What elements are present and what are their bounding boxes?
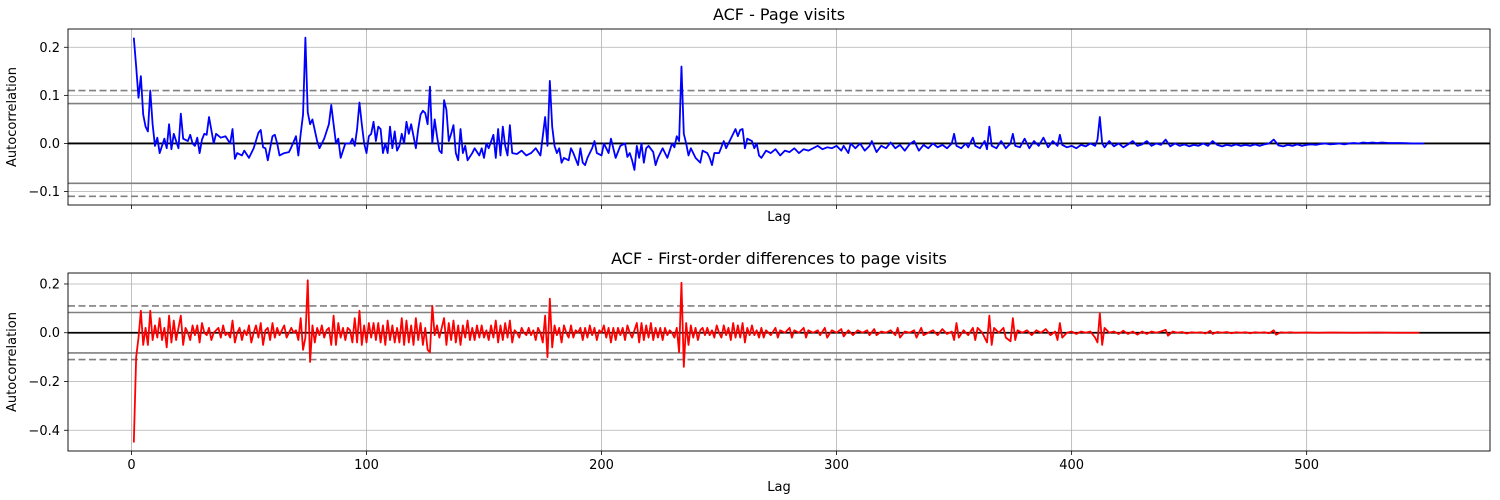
axes-frame xyxy=(67,28,1491,206)
y-tick-label: 0.2 xyxy=(39,277,60,292)
x-tick-label: 100 xyxy=(354,458,379,473)
acf-first-differences-panel: 0 100 200 300 400 500 −0.4 −0.2 0.0 0.2 ACF - Firs… xyxy=(5,249,1491,495)
acf-page-visits-panel: −0.1 0.0 0.1 0.2 ACF - Page visits Lag Autocor… xyxy=(5,5,1491,225)
x-tick-label: 200 xyxy=(589,458,614,473)
acf-series-line xyxy=(132,36,1425,171)
y-tick-label: −0.1 xyxy=(28,185,60,200)
x-axis-label: Lag xyxy=(767,210,790,225)
x-tick-label: 0 xyxy=(127,458,135,473)
y-tick-label: −0.4 xyxy=(28,424,60,439)
x-tick-label: 300 xyxy=(824,458,849,473)
x-tick-label: 400 xyxy=(1059,458,1084,473)
chart-title: ACF - First-order differences to page vi… xyxy=(611,249,947,268)
acf-series-line xyxy=(132,279,1420,443)
y-axis-label: Autocorrelation xyxy=(5,312,20,412)
y-tick-label: 0.2 xyxy=(39,41,60,56)
x-axis-label: Lag xyxy=(767,480,790,495)
y-axis-label: Autocorrelation xyxy=(5,67,20,167)
y-tick-label: 0.0 xyxy=(39,326,60,341)
y-tick-label: 0.0 xyxy=(39,137,60,152)
axes-frame xyxy=(67,272,1491,452)
x-tick-label: 500 xyxy=(1294,458,1319,473)
chart-title: ACF - Page visits xyxy=(713,5,845,24)
y-tick-label: −0.2 xyxy=(28,375,60,390)
y-tick-label: 0.1 xyxy=(39,89,60,104)
